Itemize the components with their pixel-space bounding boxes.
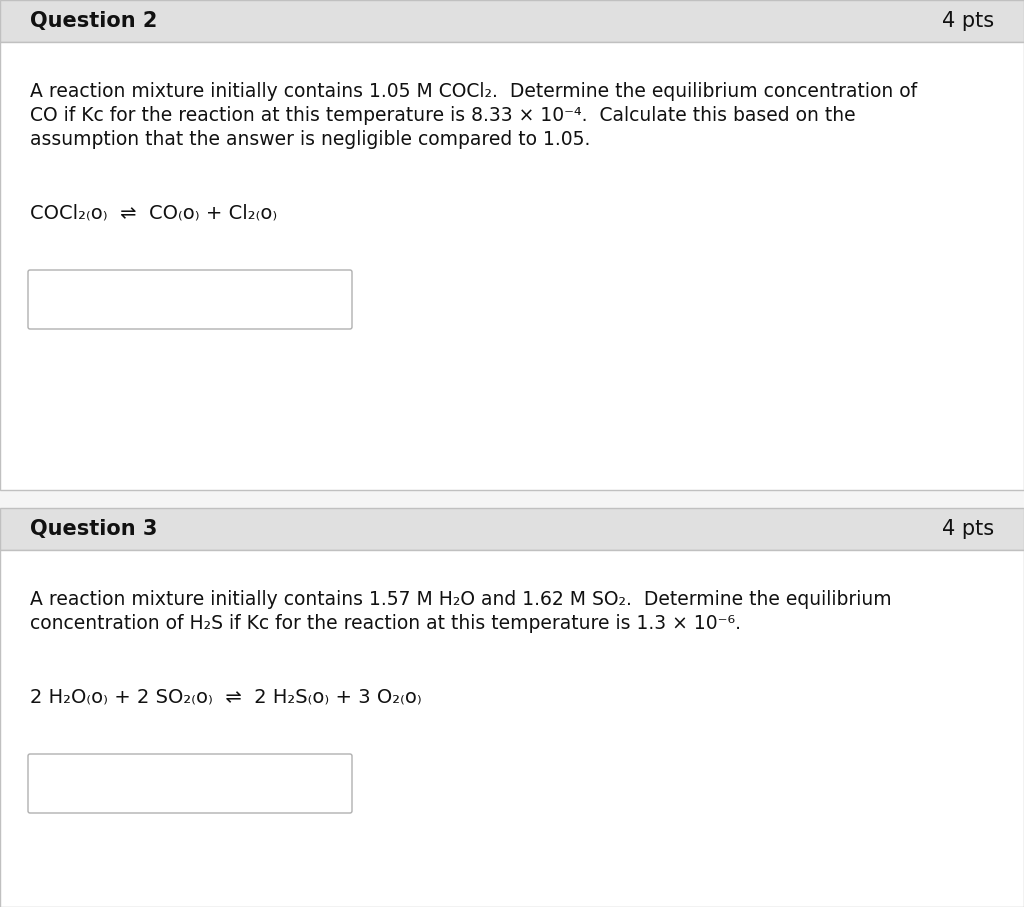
Text: A reaction mixture initially contains 1.05 M COCl₂.  Determine the equilibrium c: A reaction mixture initially contains 1.… xyxy=(30,82,918,101)
Text: 2 H₂O₍ᴏ₎ + 2 SO₂₍ᴏ₎  ⇌  2 H₂S₍ᴏ₎ + 3 O₂₍ᴏ₎: 2 H₂O₍ᴏ₎ + 2 SO₂₍ᴏ₎ ⇌ 2 H₂S₍ᴏ₎ + 3 O₂₍ᴏ₎ xyxy=(30,688,422,707)
Text: Question 2: Question 2 xyxy=(30,11,158,31)
Bar xyxy=(0,508,1024,550)
Text: CO if Kc for the reaction at this temperature is 8.33 × 10⁻⁴.  Calculate this ba: CO if Kc for the reaction at this temper… xyxy=(30,106,856,125)
Text: Question 3: Question 3 xyxy=(30,519,158,539)
Bar xyxy=(0,550,1024,907)
Text: assumption that the answer is negligible compared to 1.05.: assumption that the answer is negligible… xyxy=(30,130,591,149)
Text: 4 pts: 4 pts xyxy=(942,11,994,31)
Text: COCl₂₍ᴏ₎  ⇌  CO₍ᴏ₎ + Cl₂₍ᴏ₎: COCl₂₍ᴏ₎ ⇌ CO₍ᴏ₎ + Cl₂₍ᴏ₎ xyxy=(30,204,278,223)
Text: 4 pts: 4 pts xyxy=(942,519,994,539)
FancyBboxPatch shape xyxy=(28,270,352,329)
FancyBboxPatch shape xyxy=(28,754,352,813)
Bar xyxy=(0,0,1024,42)
Bar xyxy=(0,42,1024,490)
Text: concentration of H₂S if Kc for the reaction at this temperature is 1.3 × 10⁻⁶.: concentration of H₂S if Kc for the react… xyxy=(30,614,741,633)
Text: A reaction mixture initially contains 1.57 M H₂O and 1.62 M SO₂.  Determine the : A reaction mixture initially contains 1.… xyxy=(30,590,892,609)
